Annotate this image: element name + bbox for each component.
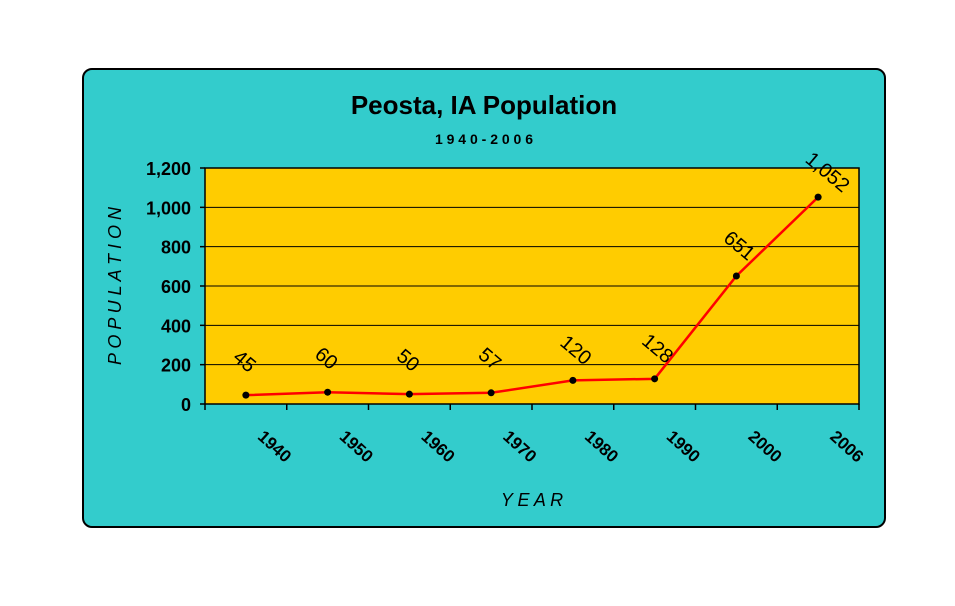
- y-tick-label: 0: [181, 395, 191, 415]
- y-tick-label: 1,200: [146, 159, 191, 179]
- y-tick-label: 1,000: [146, 198, 191, 218]
- x-tick-label: 1960: [418, 427, 459, 466]
- x-tick-label: 1980: [581, 427, 622, 466]
- series-line: [245, 196, 819, 397]
- x-tick-label: 1940: [254, 427, 295, 466]
- plot-area-group: 0 200 400 600 800 1,000 1,200 1940 1950 1960 1970 1…: [146, 148, 867, 466]
- data-point: [242, 391, 250, 399]
- y-tick-label: 200: [161, 356, 191, 376]
- x-tick-label: 2006: [826, 427, 867, 466]
- x-axis-title: Y E A R: [501, 490, 563, 510]
- data-point: [651, 375, 659, 383]
- x-tick-label: 2000: [745, 427, 786, 466]
- data-point: [487, 389, 495, 397]
- data-point: [405, 390, 413, 398]
- y-tick-label: 600: [161, 277, 191, 297]
- x-tick-label: 1970: [499, 427, 540, 466]
- y-tick-label: 400: [161, 316, 191, 336]
- x-tick-label: 1950: [336, 427, 377, 466]
- x-tick-label: 1990: [663, 427, 704, 466]
- chart-title: Peosta, IA Population: [351, 90, 617, 120]
- y-tick-label: 800: [161, 238, 191, 258]
- chart-subtitle: 1 9 4 0 - 2 0 0 6: [435, 131, 533, 147]
- data-point: [732, 272, 740, 280]
- data-point: [324, 388, 332, 396]
- data-point: [569, 376, 577, 384]
- y-axis-title: P O P U L A T I O N: [105, 206, 125, 365]
- data-point: [814, 193, 822, 201]
